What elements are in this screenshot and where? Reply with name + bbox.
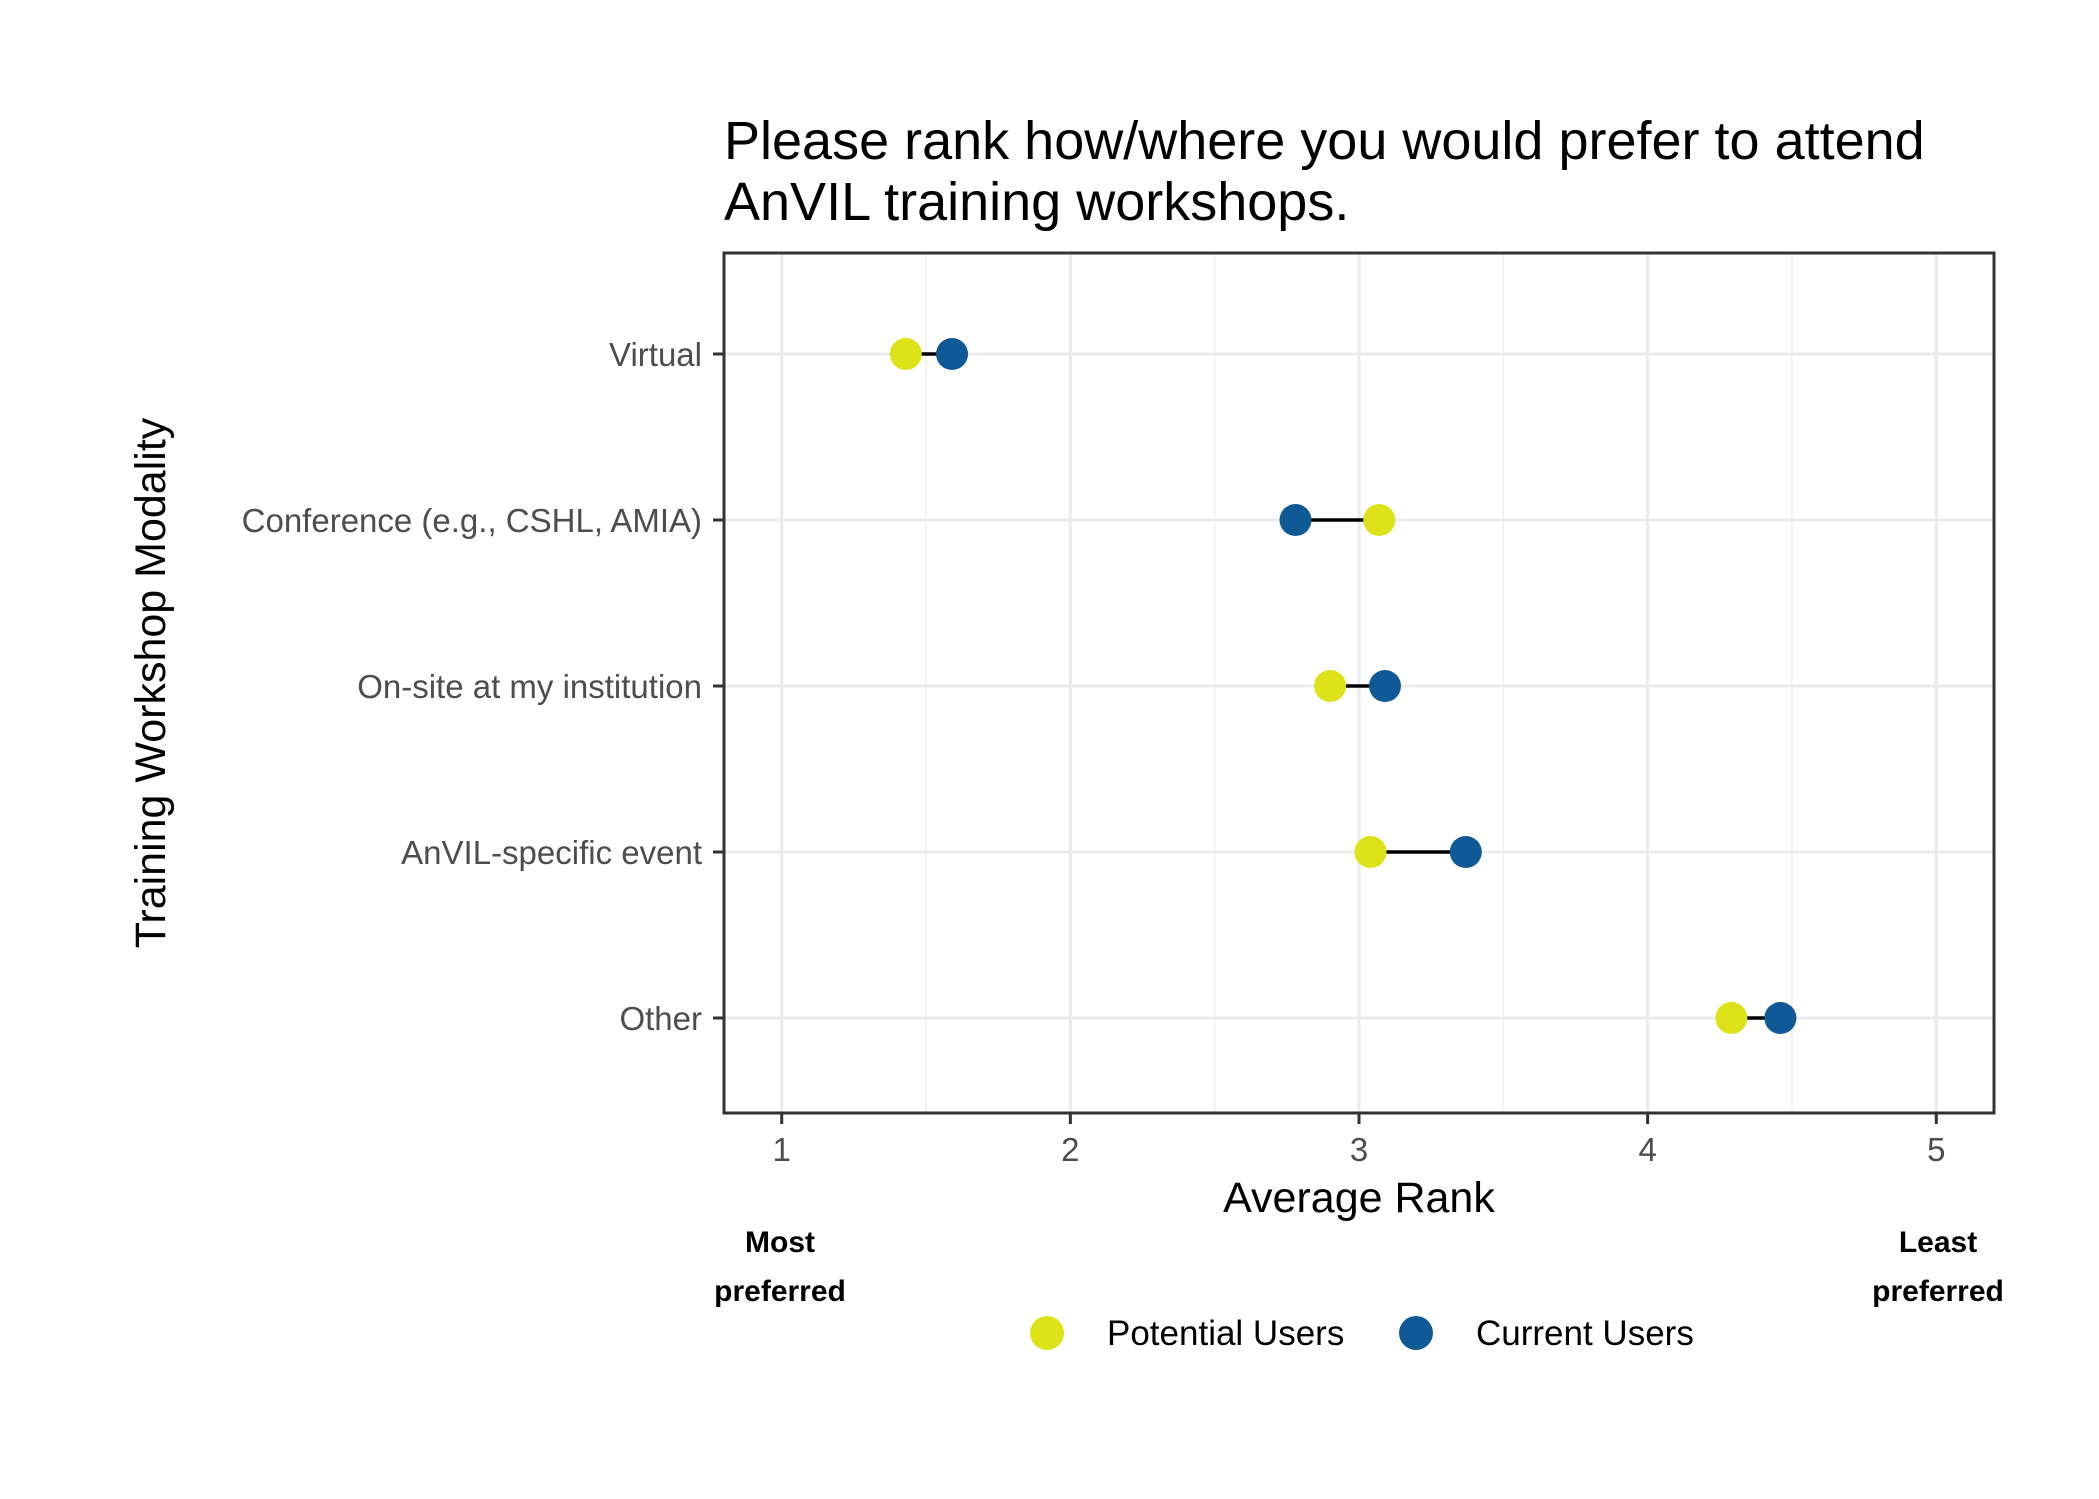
y-tick-label: Conference (e.g., CSHL, AMIA) <box>242 502 702 539</box>
x-tick-label: 1 <box>773 1131 791 1168</box>
y-axis-title: Training Workshop Modality <box>127 417 175 948</box>
point-current-users <box>1368 670 1401 702</box>
x-tick-label: 4 <box>1638 1131 1656 1168</box>
point-potential-users <box>1314 670 1347 702</box>
y-tick-label: On-site at my institution <box>357 668 702 705</box>
most-preferred-line-2: preferred <box>714 1275 846 1308</box>
least-preferred-line-2: preferred <box>1872 1275 2004 1308</box>
x-axis-title: Average Rank <box>1223 1174 1495 1222</box>
y-tick-label: AnVIL-specific event <box>401 834 702 871</box>
point-potential-users <box>889 338 922 370</box>
legend-key-current-users <box>1399 1316 1433 1350</box>
x-tick-label: 5 <box>1927 1131 1945 1168</box>
data-points <box>889 338 1797 1034</box>
legend-label-current-users: Current Users <box>1476 1314 1694 1353</box>
most-preferred-line-1: Most <box>745 1226 815 1259</box>
point-current-users <box>936 338 969 370</box>
legend-key-potential-users <box>1030 1316 1064 1350</box>
point-potential-users <box>1715 1002 1748 1034</box>
x-tick-label: 2 <box>1061 1131 1079 1168</box>
point-potential-users <box>1363 504 1396 536</box>
point-current-users <box>1449 836 1482 868</box>
y-tick-label: Other <box>619 1000 702 1037</box>
point-current-users <box>1279 504 1312 536</box>
x-axis: 1 2 3 4 5 <box>773 1113 1945 1168</box>
legend: Potential Users Current Users <box>1030 1314 1694 1353</box>
x-tick-label: 3 <box>1350 1131 1368 1168</box>
legend-label-potential-users: Potential Users <box>1107 1314 1344 1353</box>
point-potential-users <box>1354 836 1387 868</box>
y-axis: Virtual Conference (e.g., CSHL, AMIA) On-s… <box>242 336 724 1037</box>
y-tick-label: Virtual <box>609 336 702 373</box>
chart-title-line-1: Please rank how/where you would prefer t… <box>724 111 1925 171</box>
point-current-users <box>1764 1002 1797 1034</box>
least-preferred-line-1: Least <box>1899 1226 1977 1259</box>
chart-title-line-2: AnVIL training workshops. <box>724 172 1349 232</box>
